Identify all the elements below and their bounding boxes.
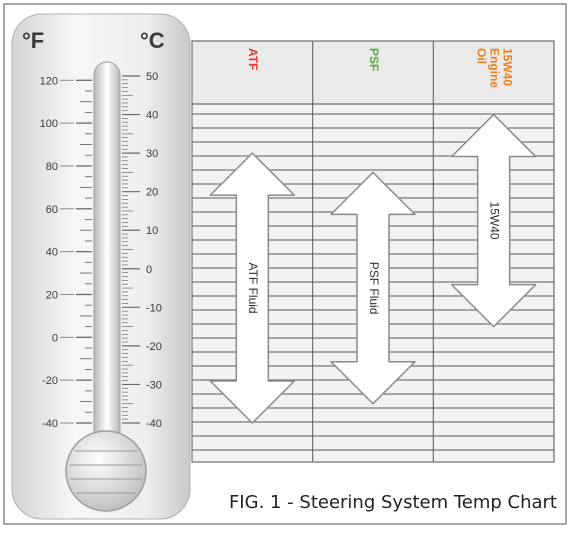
celsius-tick-label: -30 — [146, 379, 162, 391]
celsius-tick-label: 20 — [146, 187, 158, 199]
fahrenheit-scale: 120 100 80 60 40 20 0 -20 -40 — [40, 75, 92, 430]
fahrenheit-tick-label: 80 — [46, 161, 58, 173]
thermometer-tube — [93, 61, 121, 453]
fahrenheit-tick-label: 60 — [46, 204, 58, 216]
celsius-scale: 50 40 30 20 10 0 -10 -20 -30 -40 — [122, 71, 162, 430]
celsius-tick-label: -40 — [146, 418, 162, 430]
column-header-3-line-1: 15W40 — [500, 48, 514, 86]
column-header-1: ATF — [246, 48, 260, 70]
celsius-tick-label: 30 — [146, 148, 158, 160]
thermometer-bulb — [65, 430, 147, 512]
celsius-tick-label: 10 — [146, 225, 158, 237]
fahrenheit-tick-label: 100 — [40, 118, 58, 130]
fahrenheit-tick-label: 20 — [46, 289, 58, 301]
range-arrow-label-2: PSF Fluid — [367, 262, 381, 315]
celsius-tick-label: -20 — [146, 341, 162, 353]
fahrenheit-tick-label: -40 — [42, 418, 58, 430]
celsius-unit-label: °C — [140, 28, 165, 53]
celsius-tick-label: -10 — [146, 302, 162, 314]
range-arrow-label-3: 15W40 — [487, 202, 501, 240]
column-header-3-line-2: Engine — [487, 48, 501, 88]
range-arrow-1 — [209, 152, 296, 424]
range-arrows: ATF Fluid PSF Fluid 15W40 — [209, 113, 537, 424]
celsius-tick-label: 40 — [146, 110, 158, 122]
bulb-lines — [69, 450, 143, 494]
header-row-background — [192, 41, 554, 104]
celsius-tick-label: 50 — [146, 71, 158, 83]
fahrenheit-tick-label: 40 — [46, 247, 58, 259]
fahrenheit-tick-label: 0 — [52, 332, 58, 344]
range-arrow-2 — [330, 171, 416, 405]
celsius-tick-label: 0 — [146, 264, 152, 276]
fahrenheit-unit-label: °F — [22, 28, 44, 53]
column-header-2: PSF — [367, 48, 381, 71]
fahrenheit-tick-label: -20 — [42, 375, 58, 387]
fahrenheit-tick-label: 120 — [40, 75, 58, 87]
table-border — [191, 40, 555, 463]
range-arrow-label-1: ATF Fluid — [246, 262, 260, 313]
chart-title: FIG. 1 - Steering System Temp Chart — [229, 492, 557, 513]
range-arrow-3 — [450, 113, 537, 328]
column-header-3-line-3: Oil — [474, 48, 488, 64]
